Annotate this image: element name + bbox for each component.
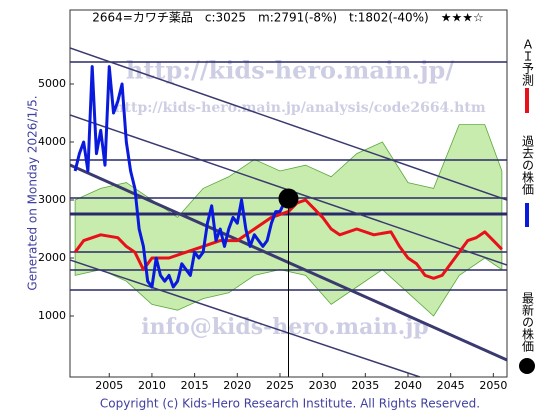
y-tick-label: 4000 — [38, 135, 66, 148]
watermark: http://kids-hero.main.jp/ — [126, 56, 454, 85]
plot-frame — [69, 9, 508, 378]
legend-label: 過去の株価 — [521, 135, 535, 195]
watermark: http://kids-hero.main.jp/analysis/code26… — [114, 100, 485, 116]
x-tick-label: 2045 — [437, 379, 465, 392]
y-tick-label: 3000 — [38, 193, 66, 206]
series-line — [73, 65, 290, 289]
x-tick-label: 2005 — [95, 379, 123, 392]
x-tick-label: 2010 — [138, 379, 166, 392]
x-tick-label: 2035 — [351, 379, 379, 392]
legend-swatch — [519, 358, 535, 374]
footer: Copyright (c) Kids-Hero Research Institu… — [100, 397, 480, 411]
y-tick-label: 5000 — [38, 77, 66, 90]
chart-title: 2664=カワチ薬品 c:3025 m:2791(-8%) t:1802(-40… — [92, 11, 483, 25]
x-tick-label: 2050 — [479, 379, 507, 392]
trend-line — [70, 259, 421, 377]
x-tick-label: 2030 — [309, 379, 337, 392]
y-tick-label: 2000 — [38, 251, 66, 264]
x-tick-label: 2025 — [266, 379, 294, 392]
y-tick-label: 1000 — [38, 309, 66, 322]
latest-marker — [278, 188, 299, 209]
x-tick-label: 2040 — [394, 379, 422, 392]
trend-line — [70, 47, 507, 201]
legend-label: 最新の株価 — [521, 292, 535, 352]
x-tick-label: 2015 — [181, 379, 209, 392]
side-label: Generated on Monday 2026/1/5. — [26, 95, 40, 290]
x-tick-label: 2020 — [223, 379, 251, 392]
legend-label: ＡＩ予測 — [521, 38, 535, 87]
watermark: info@kids-hero.main.jp — [141, 314, 428, 340]
